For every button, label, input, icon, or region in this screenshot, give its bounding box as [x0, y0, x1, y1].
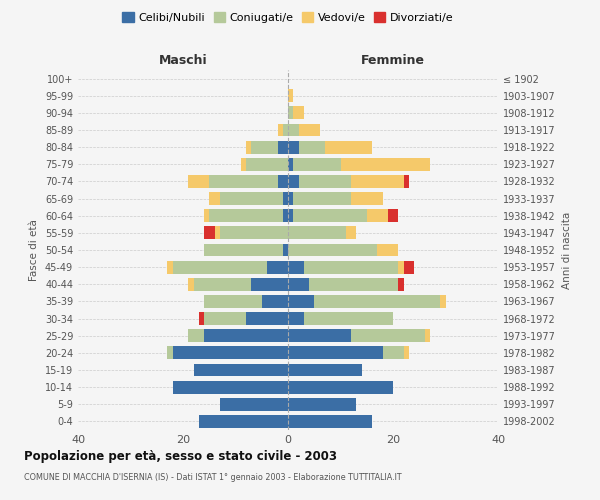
- Bar: [262, 295, 288, 308]
- Bar: [283, 192, 288, 205]
- Bar: [204, 244, 283, 256]
- Bar: [167, 260, 173, 274]
- Bar: [288, 312, 304, 325]
- Bar: [209, 175, 277, 188]
- Bar: [288, 295, 314, 308]
- Bar: [293, 158, 341, 170]
- Bar: [220, 226, 288, 239]
- Bar: [293, 210, 367, 222]
- Bar: [288, 124, 299, 136]
- Bar: [251, 140, 277, 153]
- Bar: [314, 295, 440, 308]
- Bar: [204, 295, 262, 308]
- Bar: [293, 192, 351, 205]
- Bar: [346, 226, 356, 239]
- Text: COMUNE DI MACCHIA D'ISERNIA (IS) - Dati ISTAT 1° gennaio 2003 - Elaborazione TUT: COMUNE DI MACCHIA D'ISERNIA (IS) - Dati …: [24, 472, 401, 482]
- Bar: [398, 278, 404, 290]
- Bar: [383, 346, 404, 360]
- Bar: [425, 330, 430, 342]
- Text: Maschi: Maschi: [158, 54, 208, 66]
- Bar: [204, 312, 246, 325]
- Bar: [277, 140, 288, 153]
- Bar: [367, 210, 388, 222]
- Bar: [304, 312, 393, 325]
- Bar: [288, 260, 304, 274]
- Bar: [288, 278, 309, 290]
- Bar: [304, 260, 398, 274]
- Bar: [398, 260, 404, 274]
- Bar: [288, 90, 293, 102]
- Bar: [377, 244, 398, 256]
- Bar: [288, 346, 383, 360]
- Bar: [288, 226, 346, 239]
- Bar: [351, 175, 404, 188]
- Bar: [209, 192, 220, 205]
- Bar: [209, 210, 283, 222]
- Bar: [167, 346, 173, 360]
- Bar: [220, 192, 283, 205]
- Bar: [351, 330, 425, 342]
- Bar: [267, 260, 288, 274]
- Bar: [220, 398, 288, 410]
- Bar: [288, 364, 361, 376]
- Bar: [288, 398, 356, 410]
- Bar: [173, 380, 288, 394]
- Bar: [188, 330, 204, 342]
- Bar: [351, 192, 383, 205]
- Bar: [215, 226, 220, 239]
- Bar: [288, 140, 299, 153]
- Bar: [283, 210, 288, 222]
- Bar: [173, 346, 288, 360]
- Bar: [204, 210, 209, 222]
- Legend: Celibi/Nubili, Coniugati/e, Vedovi/e, Divorziati/e: Celibi/Nubili, Coniugati/e, Vedovi/e, Di…: [118, 8, 458, 28]
- Bar: [440, 295, 445, 308]
- Bar: [193, 364, 288, 376]
- Bar: [309, 278, 398, 290]
- Bar: [251, 278, 288, 290]
- Bar: [288, 175, 299, 188]
- Text: Popolazione per età, sesso e stato civile - 2003: Popolazione per età, sesso e stato civil…: [24, 450, 337, 463]
- Y-axis label: Anni di nascita: Anni di nascita: [562, 212, 572, 288]
- Text: Femmine: Femmine: [361, 54, 425, 66]
- Bar: [277, 175, 288, 188]
- Bar: [325, 140, 372, 153]
- Bar: [288, 192, 293, 205]
- Bar: [283, 244, 288, 256]
- Bar: [288, 380, 393, 394]
- Bar: [283, 124, 288, 136]
- Bar: [299, 140, 325, 153]
- Bar: [288, 244, 377, 256]
- Bar: [288, 158, 293, 170]
- Bar: [241, 158, 246, 170]
- Bar: [277, 124, 283, 136]
- Y-axis label: Fasce di età: Fasce di età: [29, 219, 39, 281]
- Bar: [404, 175, 409, 188]
- Bar: [388, 210, 398, 222]
- Bar: [193, 278, 251, 290]
- Bar: [293, 106, 304, 120]
- Bar: [288, 210, 293, 222]
- Bar: [246, 158, 288, 170]
- Bar: [204, 330, 288, 342]
- Bar: [199, 415, 288, 428]
- Bar: [341, 158, 430, 170]
- Bar: [246, 312, 288, 325]
- Bar: [288, 106, 293, 120]
- Bar: [173, 260, 267, 274]
- Bar: [299, 124, 320, 136]
- Bar: [188, 175, 209, 188]
- Bar: [204, 226, 215, 239]
- Bar: [188, 278, 193, 290]
- Bar: [404, 346, 409, 360]
- Bar: [404, 260, 414, 274]
- Bar: [288, 415, 372, 428]
- Bar: [246, 140, 251, 153]
- Bar: [288, 330, 351, 342]
- Bar: [299, 175, 351, 188]
- Bar: [199, 312, 204, 325]
